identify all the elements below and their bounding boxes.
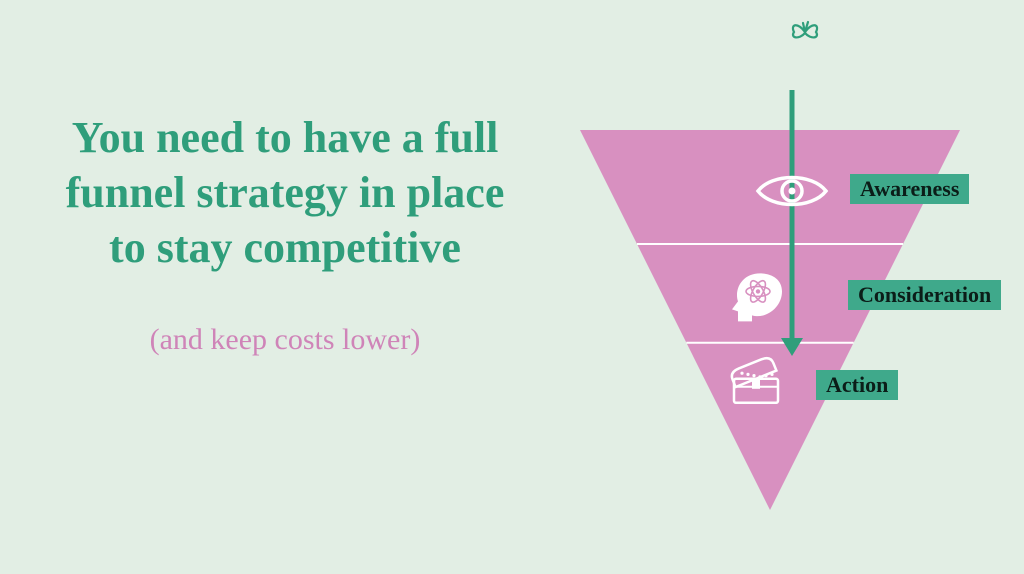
slide-canvas: You need to have a full funnel strategy … (0, 0, 1024, 574)
butterfly-icon (788, 18, 822, 53)
headline: You need to have a full funnel strategy … (50, 110, 520, 275)
funnel-diagram: Awareness Consideration Action (580, 130, 980, 530)
stage-label-consideration: Consideration (848, 280, 1001, 310)
stage-label-awareness: Awareness (850, 174, 969, 204)
stage-label-action: Action (816, 370, 898, 400)
subline: (and keep costs lower) (50, 323, 520, 357)
text-block: You need to have a full funnel strategy … (50, 110, 520, 357)
